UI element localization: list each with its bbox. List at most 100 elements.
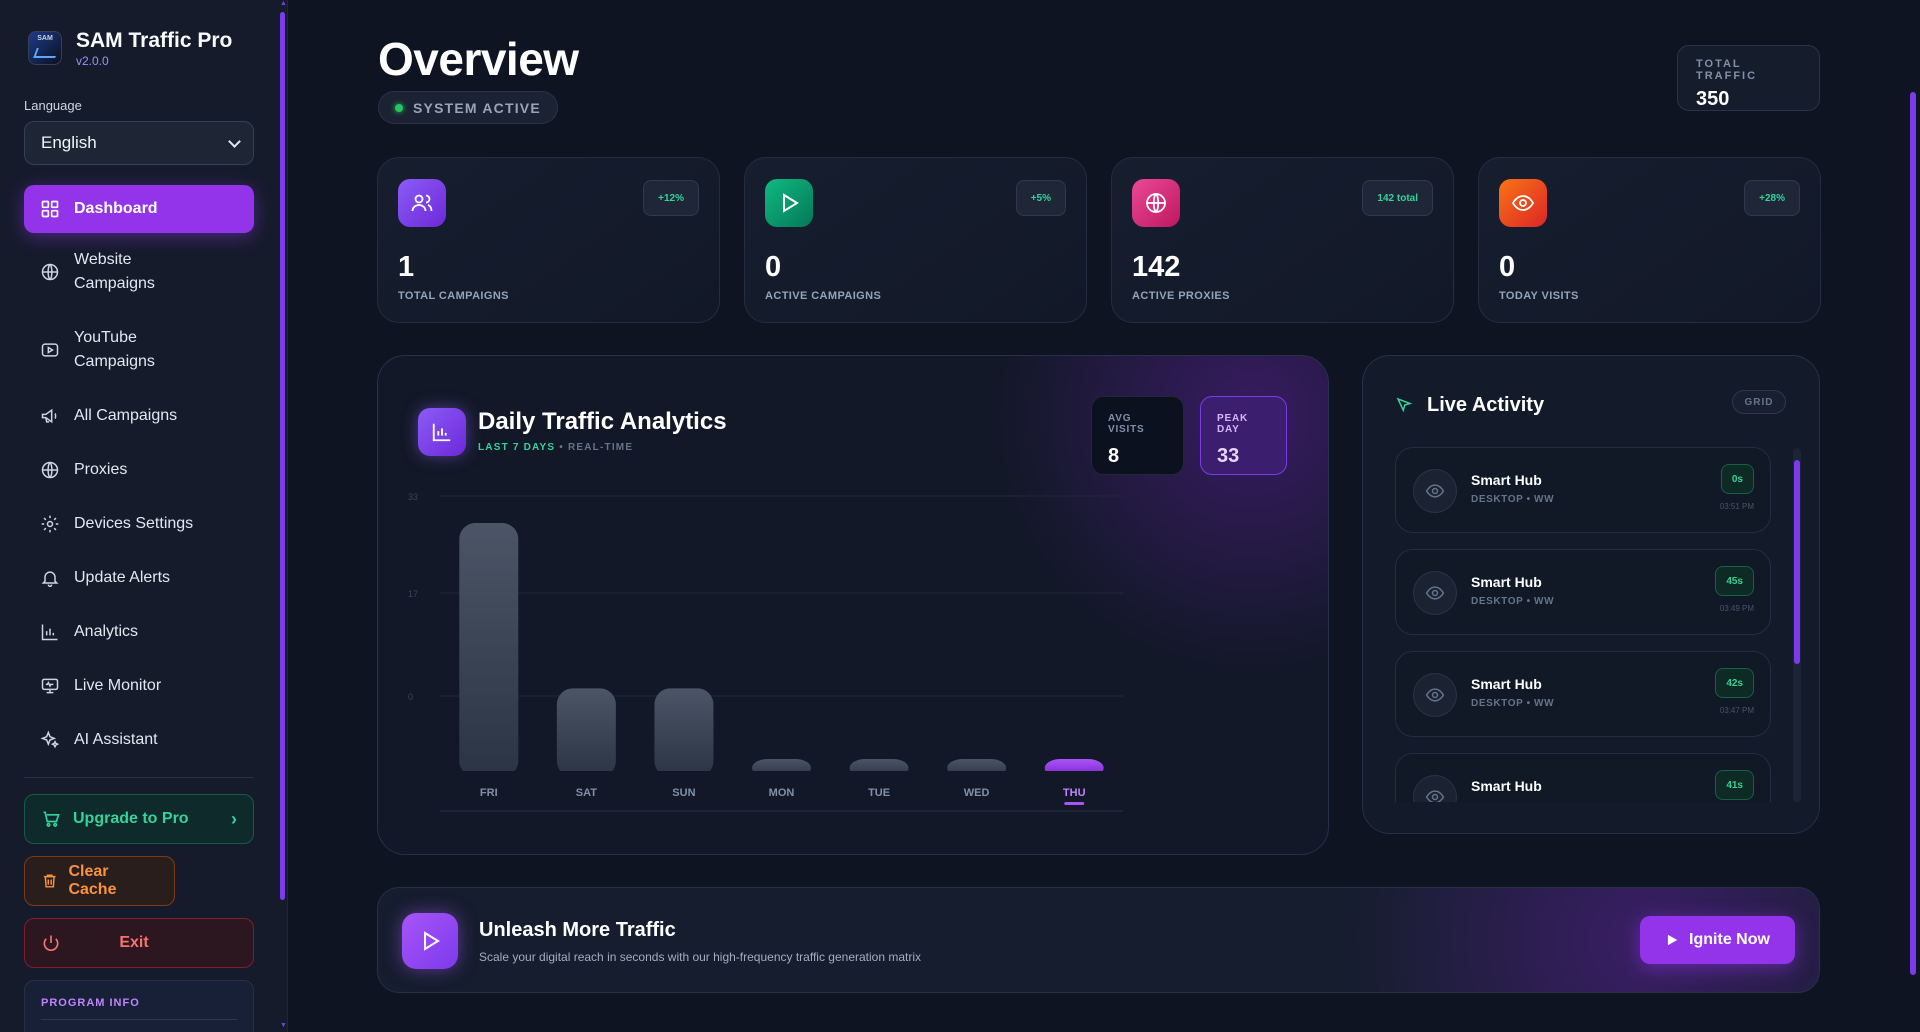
activity-time: 03:51 PM [1719, 502, 1754, 511]
exit-button[interactable]: Exit [24, 918, 254, 968]
globe-icon [1132, 179, 1180, 227]
activity-name: Smart Hub [1471, 676, 1542, 692]
stat-card-today-visits: +28% 0 TODAY VISITS [1478, 157, 1821, 323]
eye-icon [1413, 673, 1457, 717]
chart-title: Daily Traffic Analytics [478, 408, 727, 435]
sidebar-item-label: Devices Settings [74, 515, 194, 532]
x-tick-label: MON [769, 787, 795, 799]
peak-day-value: 33 [1217, 445, 1240, 467]
sidebar-item-devices-settings[interactable]: Devices Settings [24, 497, 254, 551]
activity-time: 03:47 PM [1719, 706, 1754, 715]
brand: SAM SAM Traffic Pro v2.0.0 [28, 24, 254, 72]
monitor-icon [41, 678, 59, 694]
sidebar-item-live-monitor[interactable]: Live Monitor [24, 659, 254, 713]
globe-icon [41, 461, 59, 479]
total-traffic-label: TOTAL TRAFFIC [1696, 58, 1758, 82]
stat-value: 1 [398, 251, 415, 283]
stat-card-total-campaigns: +12% 1 TOTAL CAMPAIGNS [377, 157, 720, 323]
sidebar-item-analytics[interactable]: Analytics [24, 605, 254, 659]
page-title: Overview [378, 33, 579, 85]
chart-subtitle: LAST 7 DAYS • REAL-TIME [478, 442, 633, 453]
activity-duration: 41s [1715, 770, 1754, 800]
stat-label: ACTIVE CAMPAIGNS [765, 290, 882, 302]
scroll-down-arrow-icon[interactable]: ▼ [280, 1022, 287, 1029]
y-tick-label: 0 [408, 692, 413, 702]
y-tick-label: 17 [408, 589, 418, 599]
divider [41, 1019, 237, 1020]
status-dot-icon [395, 103, 403, 112]
x-tick-label: WED [964, 787, 990, 799]
sidebar-item-label: Update Alerts [74, 569, 171, 586]
status-text: SYSTEM ACTIVE [413, 99, 541, 116]
separator-dot: • [559, 442, 568, 453]
cart-icon [43, 811, 60, 827]
chart-subtitle-primary: LAST 7 DAYS [478, 442, 556, 453]
clear-cache-button[interactable]: Clear Cache [24, 856, 175, 906]
page-scrollbar[interactable] [1908, 0, 1918, 1032]
peak-day-label: PEAK DAY [1217, 413, 1248, 435]
play-icon [402, 913, 458, 969]
stat-label: TOTAL CAMPAIGNS [398, 290, 509, 302]
stat-badge: +28% [1744, 180, 1800, 216]
sidebar-item-label: YouTube Campaigns [74, 329, 155, 370]
scrollbar-thumb[interactable] [1910, 92, 1916, 975]
activity-name: Smart Hub [1471, 574, 1542, 590]
youtube-icon [41, 343, 59, 357]
promo-subtitle: Scale your digital reach in seconds with… [479, 950, 922, 964]
x-tick-label: FRI [480, 787, 498, 799]
exit-label: Exit [119, 934, 149, 951]
scroll-up-arrow-icon[interactable]: ▲ [280, 0, 287, 7]
stat-badge: 142 total [1362, 180, 1433, 216]
sidebar-divider [24, 777, 254, 778]
daily-traffic-chart-card: Daily Traffic Analytics LAST 7 DAYS • RE… [377, 355, 1329, 855]
program-info-label: PROGRAM INFO [41, 997, 140, 1009]
stat-label: ACTIVE PROXIES [1132, 290, 1230, 302]
list-clip [1363, 802, 1819, 833]
eye-icon [1413, 571, 1457, 615]
main-content: Overview SYSTEM ACTIVE TOTAL TRAFFIC 350… [320, 0, 1880, 1032]
scrollbar-thumb[interactable] [280, 12, 285, 900]
live-activity-card: Live Activity GRID Smart Hub DESKTOP • W… [1362, 355, 1820, 834]
sidebar-item-all-campaigns[interactable]: All Campaigns [24, 389, 254, 443]
cursor-arrow-icon [1396, 397, 1413, 413]
chart-bar-base [849, 771, 909, 779]
stat-card-active-campaigns: +5% 0 ACTIVE CAMPAIGNS [744, 157, 1087, 323]
bar-chart: 33 17 0 FRI SAT SUN MON TUE WED THU [408, 492, 1123, 812]
sparkles-icon [40, 730, 60, 749]
activity-meta: DESKTOP • WW [1471, 596, 1555, 607]
eye-icon [1499, 179, 1547, 227]
activity-item[interactable]: Smart Hub DESKTOP • WW 0s 03:51 PM [1395, 447, 1771, 533]
avg-visits-value: 8 [1108, 445, 1120, 467]
status-badge: SYSTEM ACTIVE [378, 91, 558, 124]
sidebar-item-label: All Campaigns [74, 407, 178, 424]
live-activity-scrollbar[interactable] [1793, 448, 1801, 802]
sidebar-item-label: AI Assistant [74, 731, 158, 748]
scrollbar-thumb[interactable] [1794, 460, 1800, 664]
language-select[interactable]: English [24, 121, 254, 165]
sidebar-item-update-alerts[interactable]: Update Alerts [24, 551, 254, 605]
ignite-now-label: Ignite Now [1689, 931, 1770, 948]
live-activity-title: Live Activity [1427, 394, 1545, 416]
sidebar-item-youtube-campaigns[interactable]: YouTube Campaigns [24, 311, 254, 389]
trash-icon [43, 874, 56, 888]
sidebar-item-ai-assistant[interactable]: AI Assistant [24, 713, 254, 767]
chart-bar-base [752, 771, 811, 779]
stat-label: TODAY VISITS [1499, 290, 1579, 302]
clear-cache-label: Clear Cache [68, 863, 117, 898]
app-title: SAM Traffic Pro [76, 28, 233, 52]
activity-item[interactable]: Smart Hub DESKTOP • WW 45s 03:49 PM [1395, 549, 1771, 635]
grid-view-toggle[interactable]: GRID [1732, 390, 1786, 414]
activity-item[interactable]: Smart Hub DESKTOP • WW 42s 03:47 PM [1395, 651, 1771, 737]
ignite-now-button[interactable]: Ignite Now [1640, 916, 1795, 964]
chevron-down-icon [228, 134, 241, 148]
chart-bar-base [654, 771, 714, 779]
stat-badge: +12% [643, 180, 699, 216]
upgrade-button[interactable]: Upgrade to Pro › [24, 794, 254, 844]
sidebar-item-website-campaigns[interactable]: Website Campaigns [24, 233, 254, 311]
sidebar-item-dashboard[interactable]: Dashboard [24, 185, 254, 233]
activity-time: 03:49 PM [1719, 604, 1754, 613]
sidebar-item-proxies[interactable]: Proxies [24, 443, 254, 497]
sidebar-item-label: Website Campaigns [74, 251, 155, 292]
sidebar-item-label: Dashboard [74, 200, 158, 217]
sidebar-scrollbar[interactable]: ▲ ▼ [280, 0, 287, 1032]
